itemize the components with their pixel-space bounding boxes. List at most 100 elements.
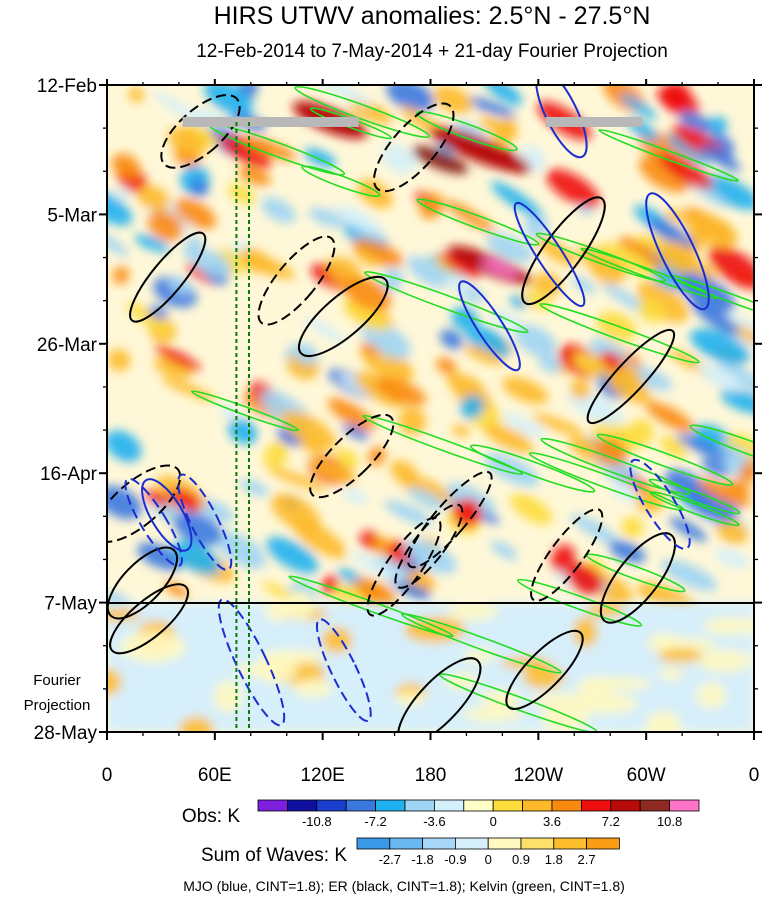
- mjo-contour: [645, 192, 710, 311]
- anomaly-patch: [240, 247, 271, 274]
- anomaly-patch: [595, 438, 628, 466]
- anomaly-patch: [608, 540, 646, 563]
- waves-legend-label: Sum of Waves: K: [201, 845, 347, 866]
- anomaly-patch: [343, 488, 368, 504]
- projection-patch: [213, 680, 243, 713]
- anomaly-patch: [154, 345, 201, 371]
- kelvin-contour: [401, 613, 562, 674]
- anomaly-patch: [172, 540, 221, 575]
- reference-longitude-lines: [235, 121, 250, 732]
- x-tick-label: 120W: [514, 765, 564, 786]
- obs-legend-label: Obs: K: [182, 806, 240, 827]
- anomaly-patch: [152, 90, 202, 124]
- projection-patch: [539, 703, 590, 732]
- anomaly-patch: [708, 245, 754, 290]
- anomaly-patch: [484, 424, 534, 454]
- anomaly-patch: [697, 362, 741, 392]
- anomaly-patch: [407, 255, 449, 288]
- anomaly-patch: [144, 489, 170, 507]
- colorbar-swatch: [356, 837, 391, 850]
- anomaly-patch: [550, 544, 576, 573]
- anomaly-patch: [174, 198, 217, 229]
- er-contour: [107, 546, 178, 620]
- kelvin-contour: [535, 232, 667, 283]
- anomaly-patch: [725, 433, 754, 464]
- anomaly-patch: [451, 424, 470, 437]
- mjo-contour: [141, 478, 193, 552]
- x-tick-label: 180: [415, 765, 447, 786]
- projection-label-line2: Projection: [24, 697, 91, 714]
- anomaly-patch: [524, 213, 549, 239]
- strong-anomaly-patch: [411, 146, 469, 174]
- colorbar-swatch: [404, 799, 435, 812]
- anomaly-patch: [153, 357, 192, 379]
- colorbar-tick-label: -3.6: [423, 814, 445, 829]
- projection-patch: [462, 706, 525, 723]
- anomaly-patch: [384, 500, 434, 527]
- anomaly-patch: [600, 351, 624, 370]
- chart-title: HIRS UTWV anomalies: 2.5°N - 27.5°N: [214, 2, 651, 30]
- projection-patch: [696, 682, 727, 709]
- anomaly-patch: [714, 548, 750, 569]
- anomaly-patch: [335, 448, 359, 469]
- anomaly-patch: [239, 135, 297, 161]
- colorbar-tick-label: -1.8: [411, 852, 433, 867]
- anomaly-patch: [570, 513, 621, 546]
- anomaly-patch: [645, 401, 695, 433]
- anomaly-patch: [281, 410, 337, 450]
- anomaly-patch: [399, 474, 453, 504]
- anomaly-patch: [261, 197, 296, 224]
- anomaly-patch: [308, 207, 346, 228]
- anomaly-patch: [627, 419, 654, 448]
- anomaly-patch: [169, 489, 201, 513]
- anomaly-patch: [611, 482, 640, 503]
- anomaly-patch: [398, 407, 427, 435]
- anomaly-patch: [113, 187, 130, 200]
- kelvin-contour: [596, 433, 734, 486]
- mjo-contour: [315, 618, 372, 722]
- anomaly-patch: [637, 281, 689, 323]
- x-tick-label: 0: [749, 765, 760, 786]
- anomaly-patch: [107, 485, 142, 520]
- anomaly-patch: [296, 344, 317, 365]
- er-contour: [257, 235, 336, 326]
- mjo-contour: [124, 477, 183, 567]
- x-tick-label: 0: [102, 765, 113, 786]
- colorbar-swatch: [639, 799, 671, 812]
- waves-colorbar: -2.7 -1.8 -0.9 0 0.9 1.8 2.7: [356, 837, 620, 867]
- kelvin-contour: [540, 437, 691, 495]
- anomaly-patch: [215, 531, 266, 569]
- projection-patch: [444, 673, 480, 690]
- y-tick-label: 26-Mar: [37, 335, 98, 356]
- anomaly-patch: [463, 345, 505, 366]
- anomaly-patch: [661, 85, 691, 110]
- colorbar-tick-label: -7.2: [364, 814, 386, 829]
- anomaly-patch: [684, 212, 738, 248]
- kelvin-contour: [301, 165, 381, 198]
- anomaly-patch: [189, 179, 209, 197]
- anomaly-patch: [502, 376, 549, 405]
- colorbar-tick-label: 0.9: [512, 852, 530, 867]
- anomaly-patch: [137, 185, 170, 211]
- anomaly-patch: [460, 394, 484, 419]
- projection-patch: [658, 667, 684, 681]
- wave-legend-footer: MJO (blue, CINT=1.8); ER (black, CINT=1.…: [183, 878, 625, 894]
- projection-patch: [463, 648, 496, 663]
- anomaly-patch: [433, 85, 473, 114]
- colorbar-swatch: [487, 837, 522, 850]
- anomaly-patch: [658, 153, 713, 189]
- anomaly-patch: [335, 204, 385, 238]
- colorbar-tick-label: 2.7: [578, 852, 596, 867]
- colorbar-swatch: [553, 837, 587, 850]
- projection-patch: [264, 600, 291, 622]
- colorbar-swatch: [433, 799, 465, 812]
- obs-colorbar: -10.8 -7.2 -3.6 0 3.6 7.2 10.8: [257, 799, 700, 829]
- er-contour: [530, 508, 604, 602]
- er-contour: [397, 657, 482, 732]
- anomaly-patch: [486, 233, 534, 263]
- x-axis: 0 60E 120E 180 120W 60W 0: [102, 79, 760, 786]
- anomaly-patch: [569, 379, 591, 400]
- anomaly-patch: [715, 517, 749, 545]
- y-tick-label: 12-Feb: [37, 76, 97, 97]
